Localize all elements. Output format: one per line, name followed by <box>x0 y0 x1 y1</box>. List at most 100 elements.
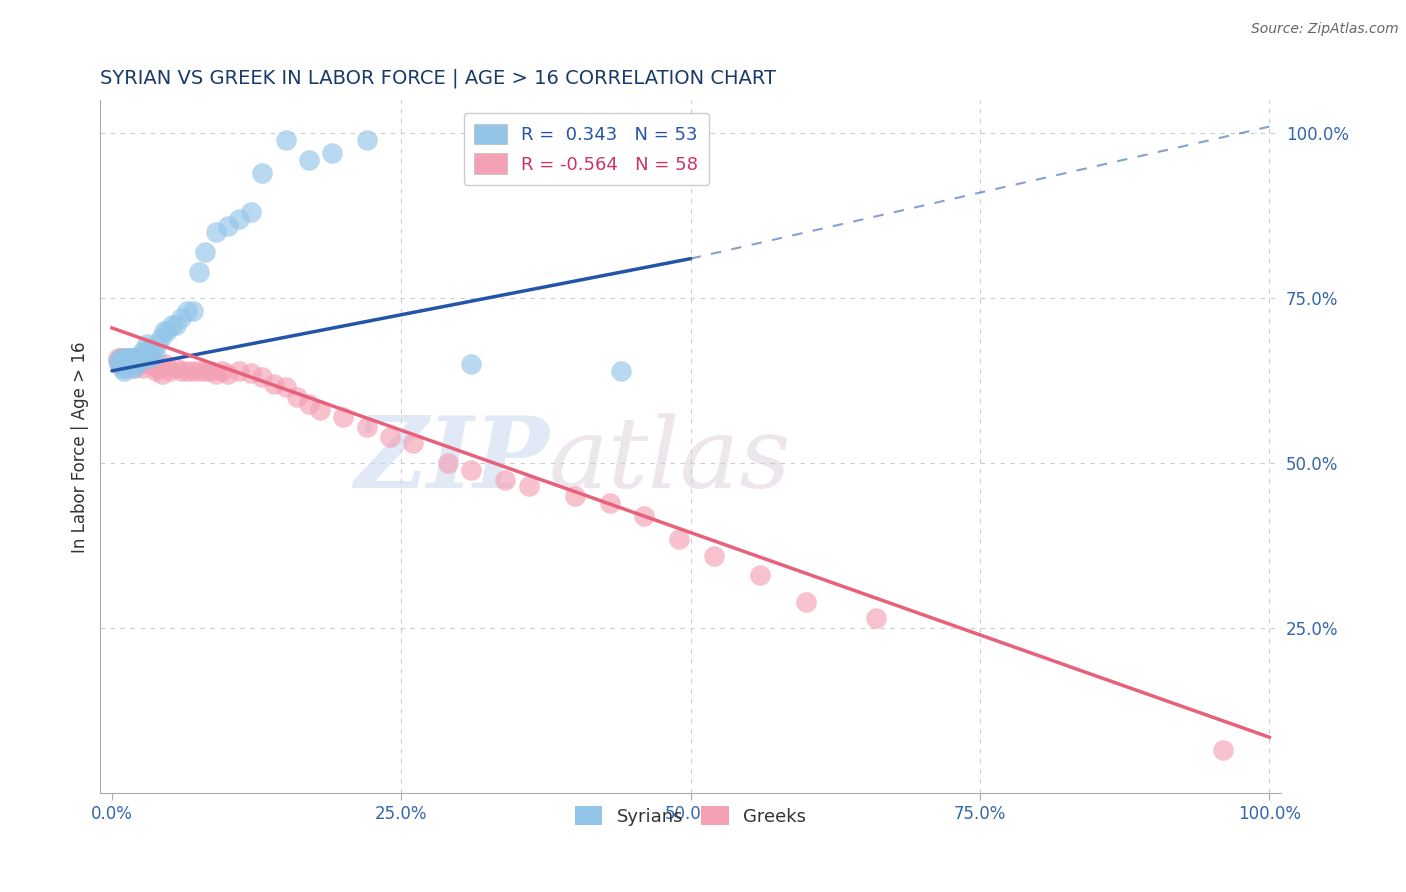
Point <box>239 205 262 219</box>
Point <box>131 347 153 361</box>
Point <box>239 367 262 381</box>
Point <box>274 380 297 394</box>
Point <box>356 420 378 434</box>
Point <box>460 463 482 477</box>
Point <box>228 212 250 227</box>
Point <box>127 351 149 365</box>
Point <box>118 354 141 368</box>
Point <box>114 351 136 365</box>
Point <box>111 360 134 375</box>
Point <box>108 357 131 371</box>
Point <box>321 146 343 161</box>
Point <box>121 351 143 365</box>
Point <box>141 354 163 368</box>
Point <box>285 390 308 404</box>
Point <box>193 245 215 260</box>
Point <box>217 219 239 233</box>
Point <box>181 364 204 378</box>
Point <box>378 430 401 444</box>
Text: Source: ZipAtlas.com: Source: ZipAtlas.com <box>1251 22 1399 37</box>
Point <box>118 357 141 371</box>
Point <box>165 318 187 332</box>
Point <box>108 357 131 371</box>
Point <box>110 351 132 365</box>
Point <box>436 456 458 470</box>
Point <box>159 364 181 378</box>
Point <box>668 532 690 546</box>
Point <box>114 354 136 368</box>
Point <box>460 357 482 371</box>
Point <box>128 351 150 365</box>
Text: atlas: atlas <box>548 413 792 508</box>
Point <box>121 351 143 365</box>
Point <box>112 351 135 365</box>
Point <box>118 354 141 368</box>
Point <box>165 360 187 375</box>
Point <box>122 360 145 375</box>
Point <box>228 364 250 378</box>
Point <box>211 364 233 378</box>
Point <box>176 304 198 318</box>
Point <box>145 364 167 378</box>
Point <box>121 360 143 375</box>
Point <box>121 354 143 368</box>
Point <box>115 360 138 375</box>
Legend: Syrians, Greeks: Syrians, Greeks <box>568 799 813 833</box>
Point <box>148 360 170 375</box>
Point <box>153 324 176 338</box>
Point <box>170 364 193 378</box>
Point <box>610 364 633 378</box>
Point <box>124 357 146 371</box>
Point <box>127 354 149 368</box>
Point <box>274 133 297 147</box>
Point <box>356 133 378 147</box>
Point <box>134 351 156 365</box>
Point <box>200 364 222 378</box>
Point <box>150 367 173 381</box>
Point <box>125 357 148 371</box>
Point <box>156 324 179 338</box>
Point <box>160 318 183 332</box>
Point <box>633 509 655 524</box>
Point <box>132 344 155 359</box>
Point <box>176 364 198 378</box>
Point <box>517 479 540 493</box>
Point <box>114 357 136 371</box>
Point <box>124 351 146 365</box>
Point <box>136 344 159 359</box>
Point <box>120 351 142 365</box>
Point <box>129 357 152 371</box>
Text: SYRIAN VS GREEK IN LABOR FORCE | AGE > 16 CORRELATION CHART: SYRIAN VS GREEK IN LABOR FORCE | AGE > 1… <box>100 69 776 88</box>
Point <box>298 397 321 411</box>
Point <box>252 166 274 180</box>
Point <box>1212 743 1234 757</box>
Point <box>187 265 209 279</box>
Point <box>149 331 172 345</box>
Point <box>139 351 162 365</box>
Point <box>129 351 152 365</box>
Point <box>309 403 332 417</box>
Point <box>402 436 425 450</box>
Text: ZIP: ZIP <box>354 412 548 508</box>
Point <box>252 370 274 384</box>
Point <box>205 367 228 381</box>
Point <box>128 354 150 368</box>
Point <box>114 357 136 371</box>
Point <box>141 344 163 359</box>
Y-axis label: In Labor Force | Age > 16: In Labor Force | Age > 16 <box>72 341 89 552</box>
Point <box>107 354 129 368</box>
Point <box>117 351 139 365</box>
Point <box>153 357 176 371</box>
Point <box>703 549 725 563</box>
Point <box>181 304 204 318</box>
Point <box>599 496 621 510</box>
Point <box>796 595 818 609</box>
Point <box>749 568 772 582</box>
Point <box>108 354 131 368</box>
Point <box>138 357 160 371</box>
Point <box>112 364 135 378</box>
Point <box>143 347 166 361</box>
Point <box>114 354 136 368</box>
Point <box>193 364 215 378</box>
Point <box>115 351 138 365</box>
